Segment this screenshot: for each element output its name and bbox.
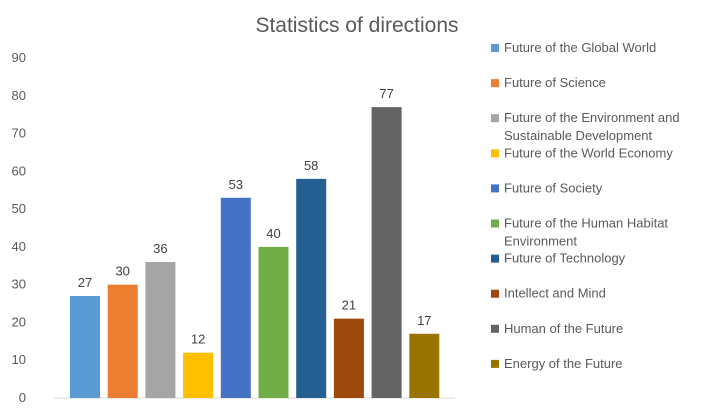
y-tick-label: 30 [12,277,26,292]
bar [220,197,251,398]
data-labels: 27 30 36 12 53 40 58 21 77 17 [78,86,432,347]
data-label: 77 [379,86,393,101]
legend-item: Future of Society [491,180,603,195]
bar [296,178,327,398]
legend-swatch [491,289,499,298]
data-label: 40 [266,226,280,241]
legend-label: Human of the Future [504,321,623,336]
y-tick-label: 40 [12,239,26,254]
legend-label: Environment [504,234,577,249]
legend-label: Sustainable Development [504,128,653,143]
legend: Future of the Global World Future of Scie… [491,40,680,371]
legend-item: Energy of the Future [491,356,623,371]
y-tick-label: 60 [12,163,26,178]
y-tick-label: 70 [12,126,26,141]
y-axis: 0 10 20 30 40 50 60 70 80 90 [12,50,26,405]
legend-label: Future of the Human Habitat [504,216,668,231]
y-tick-label: 20 [12,314,26,329]
y-tick-label: 90 [12,50,26,65]
data-label: 21 [342,298,356,313]
legend-item: Future of the World Economy [491,145,673,160]
bar [183,352,214,398]
y-tick-label: 10 [12,352,26,367]
legend-swatch [491,219,499,228]
legend-label: Energy of the Future [504,356,623,371]
data-label: 36 [153,241,167,256]
bar [70,296,100,398]
y-tick-label: 0 [19,390,26,405]
y-tick-label: 80 [12,88,26,103]
bar [333,318,364,398]
data-label: 30 [115,264,129,279]
legend-label: Future of the World Economy [504,145,673,160]
legend-swatch [491,254,499,263]
legend-label: Future of the Global World [504,40,656,55]
bar [107,284,138,398]
chart-title: Statistics of directions [255,14,458,37]
legend-label: Intellect and Mind [504,286,606,301]
legend-swatch [491,44,499,52]
legend-item: Intellect and Mind [491,286,606,301]
legend-item: Future of the Global World [491,40,656,55]
legend-swatch [491,324,499,333]
legend-item: Future of Technology [491,251,626,266]
legend-swatch [491,114,499,123]
data-label: 53 [229,177,243,192]
bar [409,333,440,398]
legend-label: Future of Society [504,180,603,195]
legend-item: Future of the Human Habitat Environment [491,216,668,249]
y-tick-label: 50 [12,201,26,216]
data-label: 27 [78,275,92,290]
legend-swatch [491,359,499,368]
legend-swatch [491,149,499,158]
data-label: 12 [191,332,205,347]
legend-swatch [491,79,499,88]
legend-swatch [491,184,499,193]
data-label: 17 [417,313,431,328]
bar [258,246,289,398]
legend-label: Future of Science [504,75,606,90]
bar [145,262,176,398]
bar [371,107,402,398]
data-label: 58 [304,158,318,173]
legend-item: Future of Science [491,75,606,90]
legend-item: Future of the Environment and Sustainable… [491,110,680,143]
legend-label: Future of Technology [504,251,626,266]
legend-label: Future of the Environment and [504,110,680,125]
legend-item: Human of the Future [491,321,623,336]
bars [70,107,440,398]
